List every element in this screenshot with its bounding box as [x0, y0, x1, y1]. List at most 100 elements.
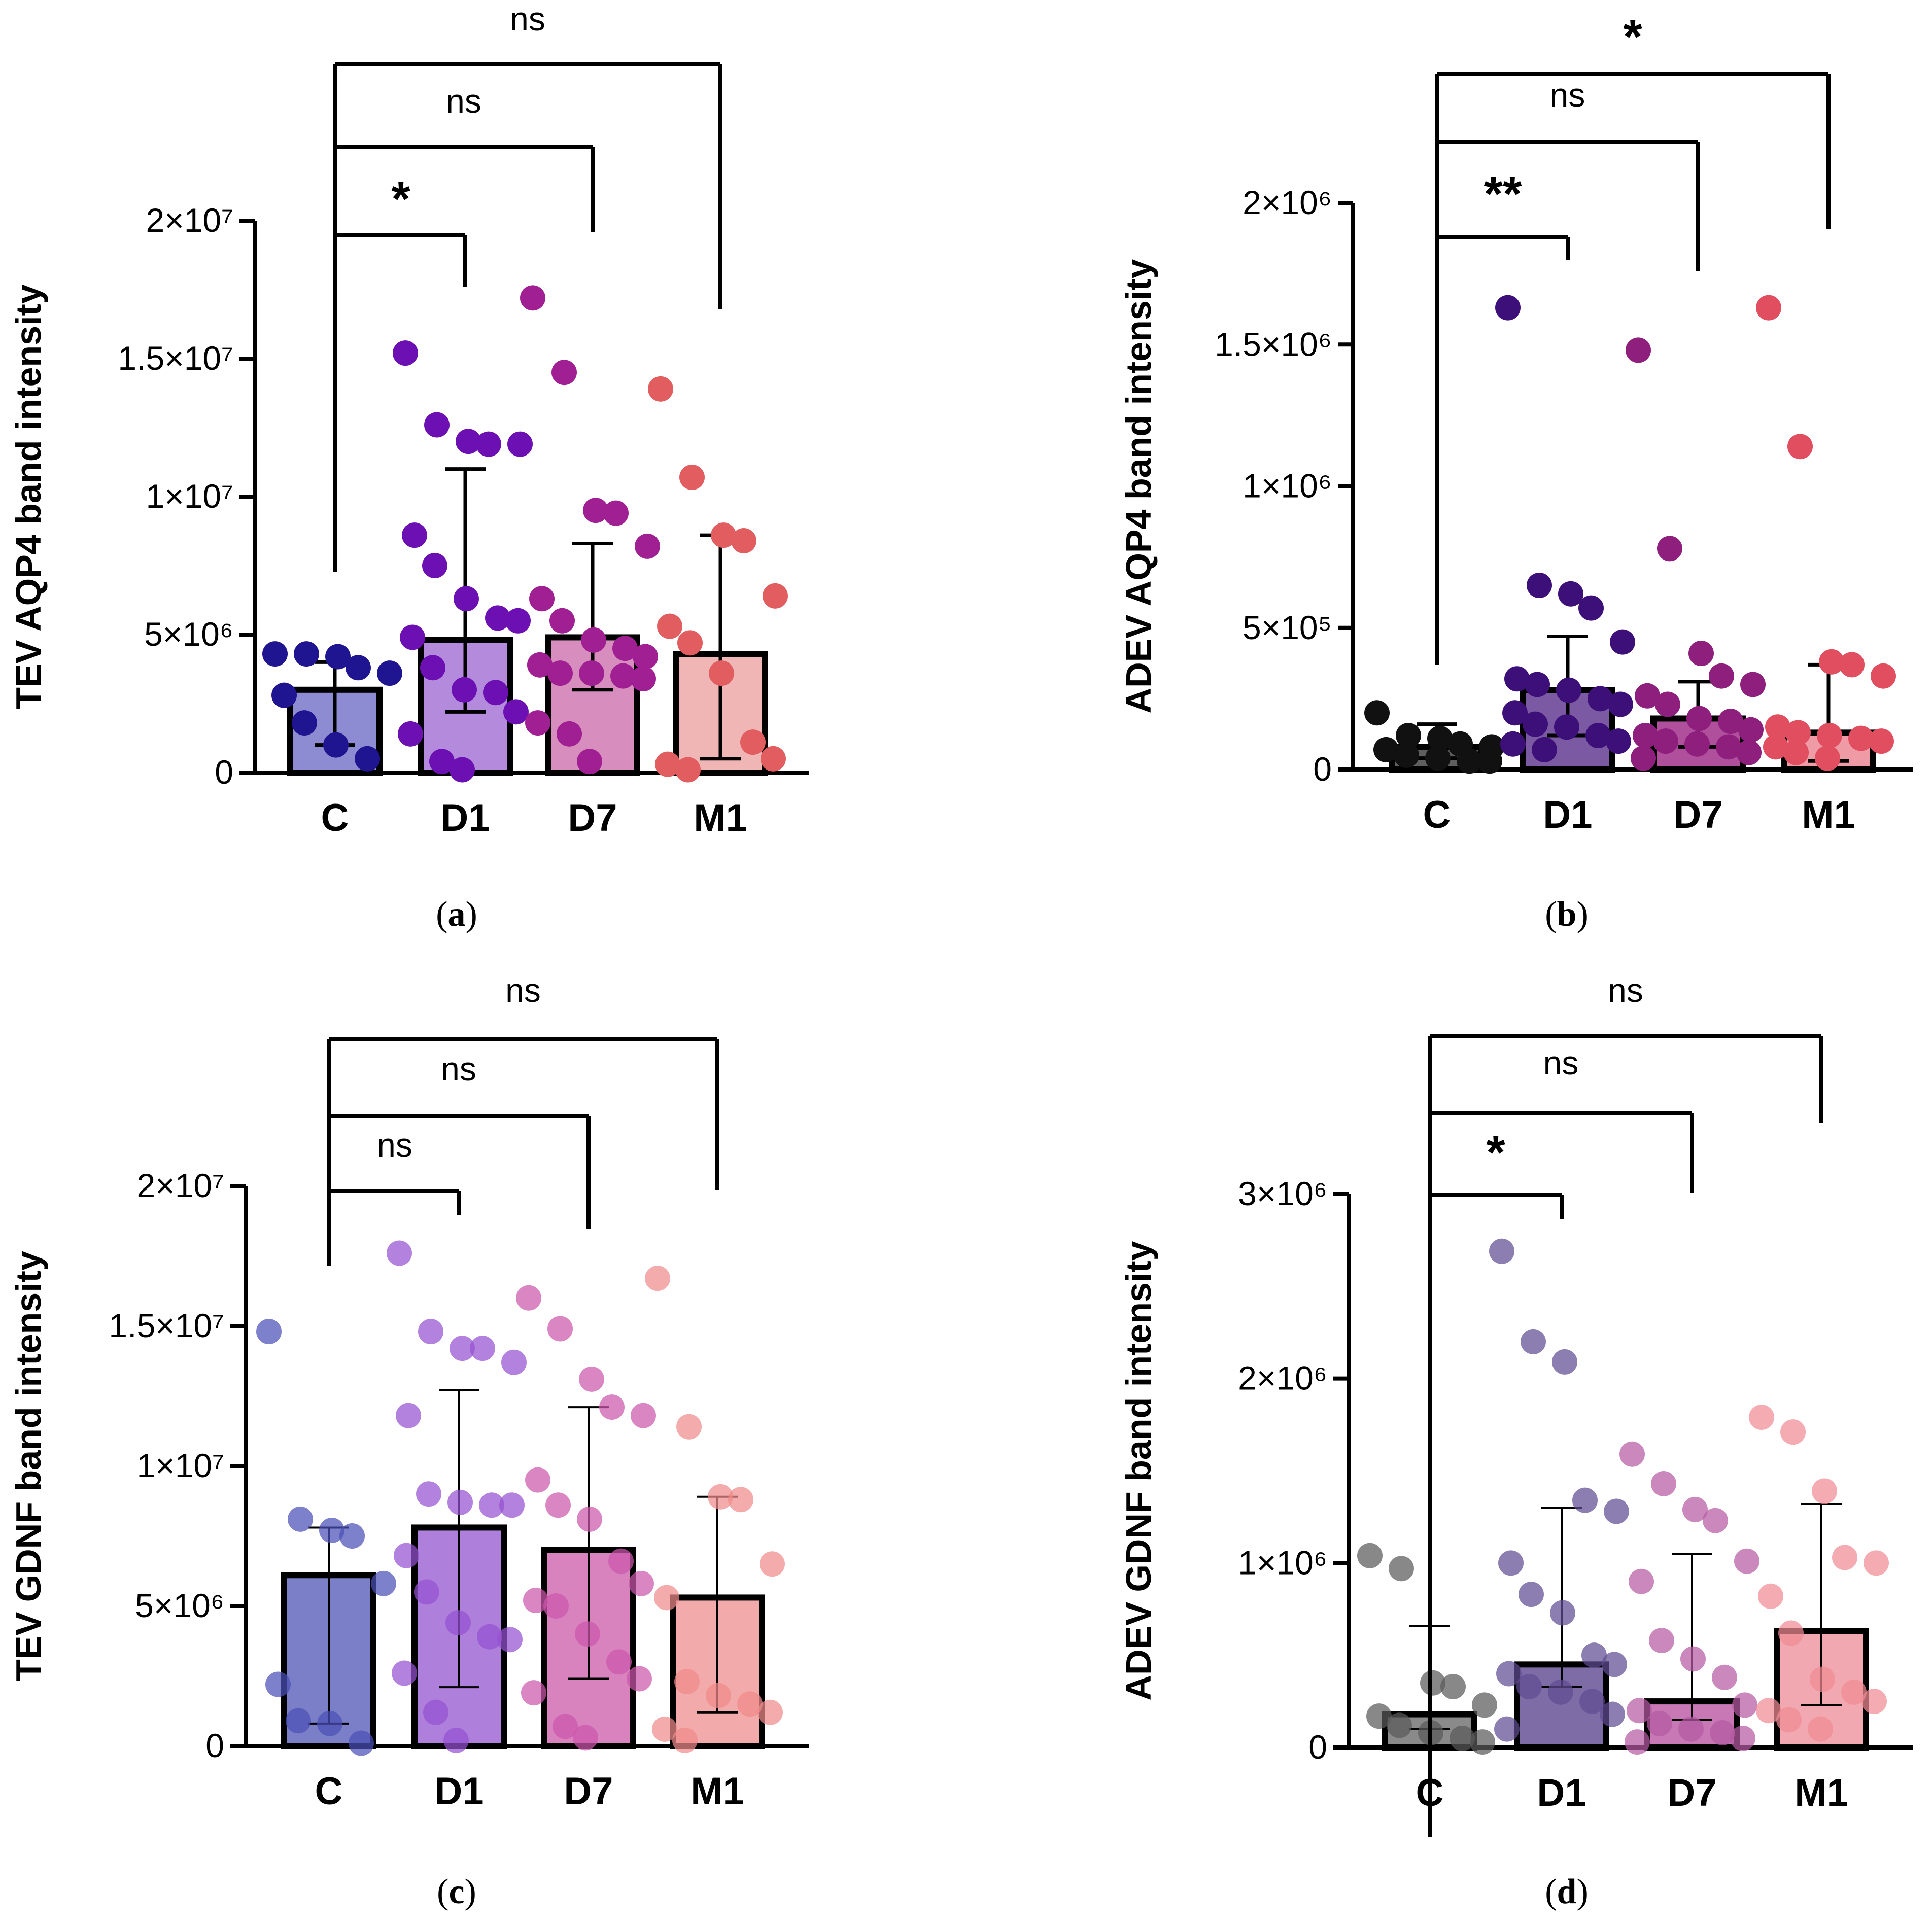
data-point-C: [1396, 722, 1421, 748]
data-point-D7: [1716, 734, 1741, 760]
data-point-C: [292, 710, 317, 736]
data-point-D7: [631, 1403, 656, 1428]
data-point-M1: [675, 757, 701, 783]
data-point-D1: [476, 431, 501, 457]
data-point-D1: [1581, 1642, 1607, 1668]
data-point-D7: [1738, 717, 1764, 743]
data-point-C: [1387, 1712, 1412, 1738]
data-point-D7: [1635, 683, 1660, 709]
data-point-D1: [1527, 572, 1552, 598]
data-point-D1: [394, 1543, 419, 1568]
data-point-D1: [443, 1727, 469, 1753]
x-tick-label: M1: [1795, 1771, 1848, 1814]
data-point-D7: [573, 1725, 598, 1751]
x-tick-label: M1: [1802, 793, 1855, 836]
data-point-M1: [1758, 1583, 1783, 1609]
sig-label: ns: [1543, 1044, 1579, 1081]
data-point-M1: [657, 613, 682, 639]
data-point-D1: [450, 757, 475, 783]
data-point-C: [294, 641, 319, 667]
data-point-D7: [1655, 691, 1680, 717]
data-point-D1: [1498, 1550, 1524, 1576]
y-tick-label: 0: [1313, 750, 1332, 788]
data-point-D1: [392, 1660, 417, 1686]
data-point-C: [346, 655, 371, 681]
data-point-M1: [1783, 740, 1809, 765]
data-point-D1: [414, 1579, 439, 1605]
data-point-C: [1366, 1703, 1392, 1729]
data-point-D7: [583, 498, 608, 523]
data-point-D7: [1710, 1720, 1735, 1745]
data-point-D1: [483, 680, 508, 706]
data-point-D1: [1504, 666, 1530, 692]
data-point-C: [262, 641, 288, 667]
x-tick-label: M1: [694, 796, 747, 840]
data-point-M1: [1763, 734, 1788, 760]
data-point-M1: [655, 751, 680, 777]
y-tick-label: 1×10⁷: [136, 1447, 224, 1484]
sig-label: **: [1484, 167, 1522, 221]
data-point-C: [1440, 1673, 1466, 1699]
data-point-D7: [547, 660, 573, 686]
data-point-D1: [1610, 629, 1635, 655]
data-point-D1: [1500, 731, 1526, 757]
data-point-D7: [1649, 1628, 1674, 1654]
data-point-C: [1450, 1725, 1475, 1751]
data-point-M1: [711, 522, 736, 548]
x-tick-label: M1: [691, 1770, 744, 1813]
data-point-M1: [1776, 1707, 1802, 1733]
data-point-D7: [1686, 706, 1712, 731]
data-point-M1: [760, 1551, 785, 1577]
data-point-D1: [1495, 295, 1521, 321]
data-point-C: [1470, 1729, 1495, 1755]
data-point-M1: [679, 464, 705, 490]
data-point-D1: [1572, 1487, 1598, 1513]
data-point-D1: [1600, 1701, 1625, 1727]
data-point-M1: [1841, 1679, 1867, 1705]
sig-label: ns: [446, 82, 481, 120]
data-point-D7: [1734, 1548, 1760, 1574]
x-tick-label: D7: [1667, 1771, 1716, 1814]
y-tick-label: 0: [205, 1727, 224, 1764]
data-point-M1: [1815, 745, 1840, 771]
data-point-M1: [654, 1585, 679, 1611]
data-point-D1: [1558, 581, 1583, 607]
data-point-M1: [1812, 1478, 1837, 1504]
data-point-D7: [523, 1587, 548, 1613]
data-point-D7: [1626, 337, 1651, 363]
data-point-M1: [757, 1699, 783, 1725]
data-point-D1: [445, 1610, 471, 1636]
data-point-C: [1373, 737, 1399, 762]
data-point-M1: [740, 729, 766, 755]
sig-label: ns: [377, 1126, 412, 1164]
data-point-M1: [1861, 1689, 1887, 1715]
data-point-M1: [1756, 1698, 1781, 1724]
data-point-D1: [507, 431, 533, 457]
data-point-M1: [1808, 1716, 1833, 1742]
data-point-M1: [1765, 714, 1790, 740]
data-point-M1: [672, 1727, 698, 1753]
sig-label: ns: [505, 971, 541, 1009]
data-point-M1: [1810, 1666, 1835, 1692]
data-point-M1: [676, 1414, 702, 1440]
data-point-D7: [1651, 1471, 1676, 1496]
data-point-D1: [1523, 711, 1548, 737]
data-point-D7: [543, 1593, 569, 1619]
sig-label: *: [391, 172, 410, 226]
data-point-D1: [452, 677, 477, 703]
x-tick-label: C: [1423, 793, 1451, 836]
y-axis-label: ADEV AQP4 band intensity: [1119, 259, 1158, 713]
data-point-C: [325, 644, 351, 670]
data-point-D1: [1525, 672, 1550, 697]
data-point-D1: [505, 608, 531, 634]
data-point-D7: [577, 749, 602, 775]
data-point-M1: [731, 528, 756, 554]
data-point-M1: [1778, 1620, 1804, 1646]
data-point-D1: [1602, 1652, 1627, 1677]
data-point-D1: [1556, 677, 1581, 703]
data-point-D1: [1519, 1582, 1544, 1607]
data-point-D1: [499, 1492, 525, 1518]
data-point-D1: [424, 412, 450, 438]
data-point-C: [1364, 700, 1390, 726]
